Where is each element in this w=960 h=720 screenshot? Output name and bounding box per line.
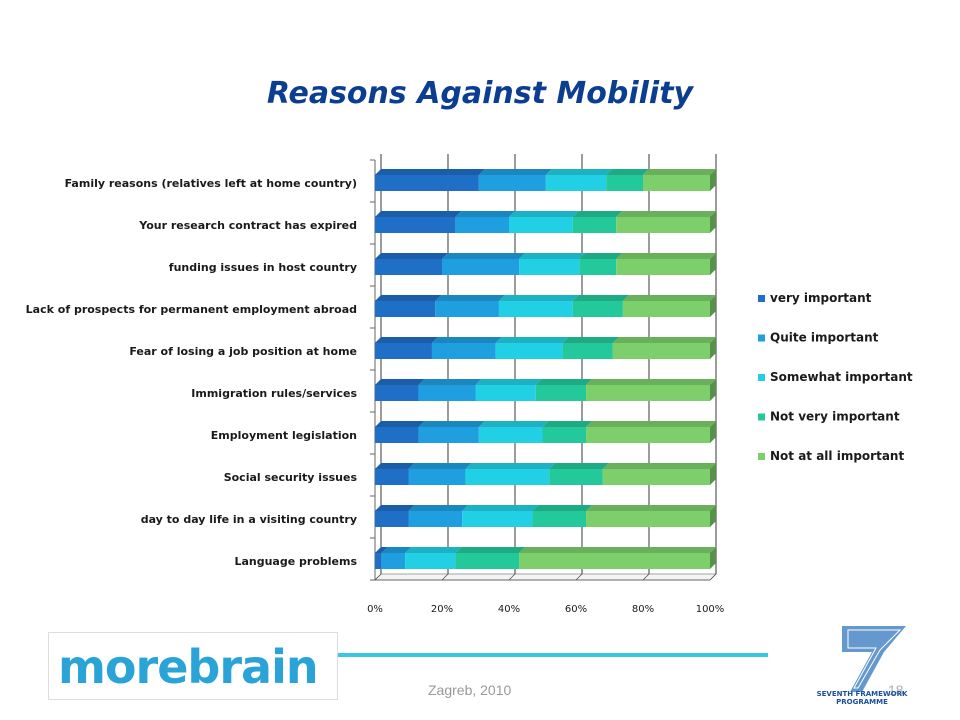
x-gridline-floor	[374, 573, 382, 581]
bar-segment	[442, 253, 526, 275]
legend-label: Somewhat important	[770, 370, 913, 384]
bar-segment	[602, 463, 716, 485]
bar-segment	[586, 505, 716, 527]
bar-segment	[586, 379, 716, 401]
bar-segment	[542, 421, 593, 443]
x-gridline-floor	[441, 573, 449, 581]
x-tick-label: 40%	[498, 604, 520, 615]
x-gridline-floor	[575, 573, 583, 581]
bar-segment	[572, 211, 623, 233]
legend-swatch	[758, 295, 765, 302]
footer-divider	[338, 653, 768, 657]
x-gridline-floor	[508, 573, 516, 581]
x-tick-label: 100%	[696, 604, 725, 615]
category-label: Social security issues	[224, 471, 358, 484]
bar-segment	[519, 253, 586, 275]
legend-swatch	[758, 374, 765, 381]
bar-segment	[375, 253, 448, 275]
bar-segment	[532, 505, 593, 527]
bar-segment	[586, 421, 716, 443]
page-number: 18	[888, 682, 904, 698]
fp7-logo-text-line1: SEVENTH FRAMEWORK	[817, 690, 908, 698]
footer-location-date: Zagreb, 2010	[428, 682, 512, 698]
bar-segment	[562, 337, 619, 359]
bar-segment	[375, 547, 388, 569]
x-tick-label: 60%	[565, 604, 587, 615]
legend-label: Quite important	[770, 331, 879, 345]
bar-segment	[418, 379, 482, 401]
bar-segment	[405, 547, 462, 569]
legend-label: very important	[770, 291, 872, 305]
legend-label: Not at all important	[770, 449, 904, 463]
bar-segment	[375, 505, 415, 527]
bar-segment	[572, 295, 629, 317]
bar-segment	[455, 211, 515, 233]
bar-segment	[375, 463, 415, 485]
bar-segment	[431, 337, 502, 359]
legend-label: Not very important	[770, 410, 900, 424]
morebrain-logo-frame	[48, 632, 338, 700]
bar-segment	[375, 295, 442, 317]
category-label: funding issues in host country	[169, 261, 357, 274]
category-label: Family reasons (relatives left at home c…	[65, 177, 357, 190]
bar-segment	[478, 169, 552, 191]
bar-segment	[545, 169, 613, 191]
bar-segment	[375, 379, 425, 401]
bar-segment	[616, 211, 716, 233]
bar-segment	[606, 169, 649, 191]
bar-segment	[498, 295, 579, 317]
category-label: Immigration rules/services	[191, 387, 357, 400]
bar-segment	[465, 463, 556, 485]
bar-segment	[408, 463, 472, 485]
category-label: Lack of prospects for permanent employme…	[26, 303, 357, 316]
chart-floor	[374, 573, 717, 581]
category-label: Language problems	[234, 555, 357, 568]
bar-segment	[622, 295, 716, 317]
category-label: day to day life in a visiting country	[141, 513, 357, 526]
bar-segment	[535, 379, 593, 401]
bar-segment	[579, 253, 623, 275]
bar-segment	[375, 169, 485, 191]
bar-segment	[549, 463, 609, 485]
fp7-logo-text-line2: PROGRAMME	[836, 698, 888, 706]
x-tick-label: 0%	[367, 604, 383, 615]
bar-segment	[643, 169, 716, 191]
category-label: Your research contract has expired	[138, 219, 357, 232]
bar-segment	[418, 421, 485, 443]
bar-segment	[612, 337, 716, 359]
bar-segment	[519, 547, 716, 569]
bar-segment	[435, 295, 505, 317]
category-label: Fear of losing a job position at home	[129, 345, 357, 358]
bar-segment	[616, 253, 716, 275]
bar-segment	[408, 505, 469, 527]
legend-swatch	[758, 413, 765, 421]
bar-segment	[462, 505, 539, 527]
legend-swatch	[758, 334, 765, 342]
bar-segment	[478, 421, 549, 443]
bar-segment	[375, 337, 438, 359]
bar-segment	[495, 337, 569, 359]
fp7-logo: SEVENTH FRAMEWORK PROGRAMME	[817, 626, 908, 706]
category-label: Employment legislation	[211, 429, 357, 442]
x-gridline-floor	[709, 573, 717, 581]
x-gridline-floor	[642, 573, 650, 581]
bar-segment	[381, 547, 412, 569]
x-tick-label: 20%	[431, 604, 453, 615]
bar-segment	[455, 547, 526, 569]
bar-segment	[375, 211, 462, 233]
morebrain-logo: morebrain	[58, 640, 319, 694]
bar-segment	[509, 211, 579, 233]
x-tick-label: 80%	[632, 604, 654, 615]
bar-segment	[375, 421, 425, 443]
slide-title: Reasons Against Mobility	[266, 76, 694, 111]
legend-swatch	[758, 453, 765, 460]
bar-segment	[475, 379, 542, 401]
